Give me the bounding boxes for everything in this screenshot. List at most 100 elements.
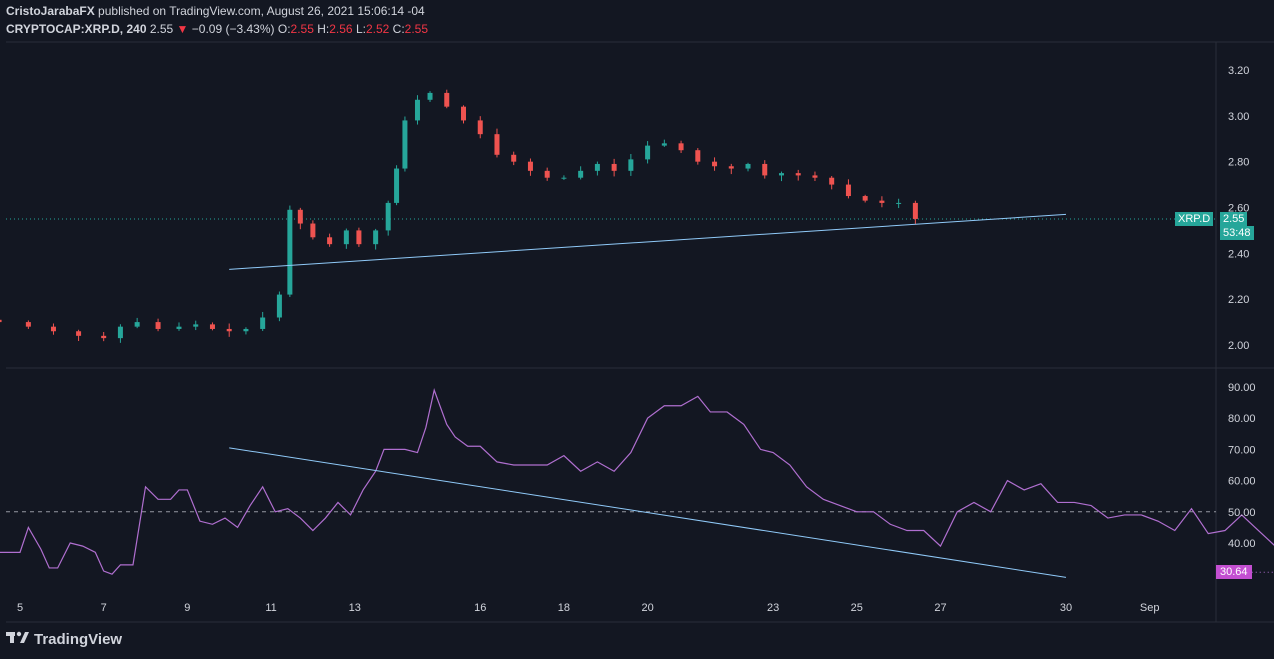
candle [628,159,634,171]
candle [778,173,784,176]
candle [712,161,718,167]
candle [427,92,433,100]
author-name[interactable]: CristoJarabaFX [6,4,95,18]
price-tick-label: 2.20 [1228,294,1249,306]
candle [176,326,182,329]
rsi-tick-label: 50.00 [1228,507,1256,519]
candle [594,163,600,171]
open-value: 2.55 [290,22,314,36]
rsi-tick-label: 80.00 [1228,413,1256,425]
price-tick-label: 3.20 [1228,65,1249,77]
candle [795,173,801,176]
candle [678,143,684,151]
candle [226,328,232,332]
candle [101,335,107,339]
candle [117,326,123,339]
candle [373,230,379,245]
price-trendline [229,213,1067,270]
candle [402,120,408,169]
time-tick-label: 27 [934,602,946,614]
publish-info: CristoJarabaFX published on TradingView.… [6,4,425,18]
candle [611,163,617,171]
high-label: H: [317,22,330,36]
candle [193,324,199,327]
candle [879,200,885,203]
candle [745,163,751,169]
candles [0,89,1216,343]
candle [829,177,835,185]
time-tick-label: 9 [184,602,190,614]
candle [527,161,533,171]
candle [912,202,918,219]
candle [260,317,266,329]
axes: 3.20 3.00 2.80 2.60 2.40 2.20 2.00 90.00 80.00 70… [17,65,1256,614]
ohlc-legend: CRYPTOCAP:XRP.D, 240 2.55 ▼ −0.09 (−3.43… [6,22,428,36]
candle [0,319,2,323]
rsi-tick-label: 60.00 [1228,476,1256,488]
time-tick-label: 5 [17,602,23,614]
candle [661,143,667,146]
candle [845,184,851,197]
rsi-tick-label: 70.00 [1228,444,1256,456]
rsi-line [0,387,1274,575]
tradingview-logo-icon [6,630,30,648]
price-tick-label: 2.00 [1228,340,1249,352]
candle [134,322,140,327]
candle [578,170,584,178]
candle [327,237,333,245]
candle [243,328,249,332]
low-value: 2.52 [365,22,390,36]
candle [276,294,282,318]
candle [209,324,215,329]
candle [287,209,293,295]
candle [394,168,400,203]
price-tag-symbol: XRP.D [1175,212,1214,226]
time-tick-label: 25 [851,602,863,614]
candle [561,177,567,179]
low-label: L: [355,22,366,36]
change-down-icon: ▼ [176,22,189,36]
time-tick-label: 18 [558,602,570,614]
candle [297,209,303,224]
candle [812,175,818,178]
candle [444,92,450,107]
price-tick-label: 2.60 [1228,203,1249,215]
tradingview-brand[interactable]: TradingView [6,630,122,648]
open-label: O: [277,22,291,36]
candle [896,202,902,204]
candle [544,170,550,178]
time-tick-label: Sep [1140,602,1160,614]
candle [343,230,349,245]
rsi-tick-label: 90.00 [1228,382,1256,394]
time-tick-label: 11 [265,602,276,614]
time-tick-label: 16 [474,602,486,614]
time-tick-label: 20 [641,602,653,614]
candle [385,202,391,231]
candle [310,223,316,238]
price-tick-label: 3.00 [1228,111,1249,123]
candle [477,120,483,135]
publish-text: published on TradingView.com, August 26,… [98,4,425,18]
candle [862,196,868,201]
time-tick-label: 30 [1060,602,1072,614]
time-tick-label: 13 [349,602,361,614]
brand-name: TradingView [34,630,123,648]
symbol-label[interactable]: CRYPTOCAP:XRP.D, 240 [6,22,147,36]
rsi-trendline [229,447,1067,578]
last-price: 2.55 [149,22,174,36]
candle [356,230,362,245]
change-value: −0.09 (−3.43%) [191,22,275,36]
price-tag-value: 2.55 [1220,212,1248,226]
time-tick-label: 7 [101,602,107,614]
logo-shape [6,631,29,643]
candle [695,150,701,162]
close-label: C: [392,22,405,36]
close-value: 2.55 [404,22,429,36]
candle [494,134,500,155]
candle [762,163,768,176]
candle [155,322,161,329]
candle [76,331,82,336]
price-tick-label: 2.80 [1228,157,1249,169]
price-tag-countdown: 53:48 [1220,226,1254,240]
